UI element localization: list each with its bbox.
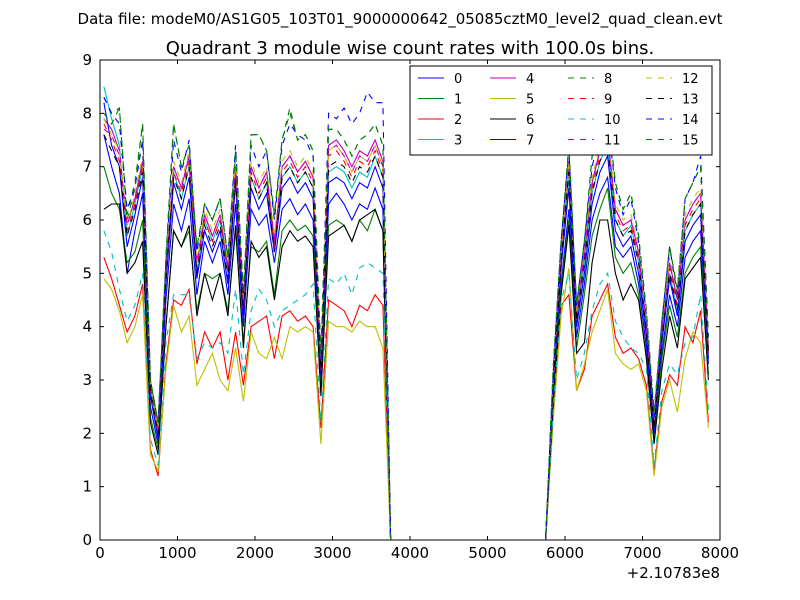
legend-label: 11 [604,134,621,149]
legend-label: 2 [454,113,462,128]
series-line-14 [103,90,709,541]
series-line-10 [103,230,709,541]
series-line-5 [103,267,709,541]
legend-label: 9 [604,93,612,108]
legend-label: 7 [526,134,534,149]
x-tick-label: 5000 [468,544,506,562]
legend-entry-3: 3 [418,134,462,149]
series-line-2 [103,257,709,541]
legend-frame [409,65,713,156]
legend-label: 15 [682,134,699,149]
legend-label: 0 [454,72,462,87]
series-line-15 [103,105,709,541]
y-tick-label: 1 [82,478,92,496]
legend-entry-5: 5 [490,93,534,108]
legend-label: 12 [682,72,699,87]
y-tick-label: 7 [82,158,92,176]
legend-label: 1 [454,93,462,108]
legend-label: 5 [526,93,534,108]
legend-label: 13 [682,93,699,108]
legend-entry-13: 13 [646,93,699,108]
series-line-12 [103,118,709,541]
legend-label: 10 [604,113,621,128]
legend-entry-12: 12 [646,72,699,87]
legend-entry-4: 4 [490,72,534,87]
y-tick-label: 8 [82,104,92,122]
y-tick-label: 5 [82,264,92,282]
y-tick-label: 9 [82,51,92,69]
series-line-9 [103,123,709,541]
legend-label: 6 [526,113,534,128]
figure-suptitle: Data file: modeM0/AS1G05_103T01_90000006… [78,10,723,29]
x-tick-label: 1000 [158,544,196,562]
legend-label: 3 [454,134,462,149]
series-line-7 [103,102,709,541]
legend-entry-15: 15 [646,134,699,149]
series-line-4 [103,118,709,541]
x-tick-label: 8000 [701,544,739,562]
chart-title: Quadrant 3 module wise count rates with … [166,38,655,59]
legend-entry-2: 2 [418,113,462,128]
x-tick-label: 4000 [391,544,429,562]
y-tick-label: 0 [82,531,92,549]
series-line-6 [103,203,709,541]
x-tick-label: 6000 [546,544,584,562]
legend-entry-0: 0 [418,72,462,87]
legend-entry-11: 11 [568,134,621,149]
series-layer [103,86,709,541]
series-line-11 [103,128,709,541]
series-line-13 [103,134,709,541]
y-tick-label: 3 [82,371,92,389]
legend-entry-7: 7 [490,134,534,149]
x-tick-label: 3000 [313,544,351,562]
x-offset-label: +2.10783e8 [627,564,720,582]
legend-label: 14 [682,113,699,128]
y-tick-label: 6 [82,211,92,229]
y-tick-label: 4 [82,318,92,336]
legend-entry-6: 6 [490,113,534,128]
legend-entry-8: 8 [568,72,612,87]
series-line-0 [103,134,709,541]
x-tick-label: 2000 [236,544,274,562]
legend-entry-9: 9 [568,93,612,108]
y-tick-label: 2 [82,424,92,442]
legend-label: 4 [526,72,534,87]
legend-entry-14: 14 [646,113,699,128]
ticks-layer: 0 1000 2000 3000 4000 5000 6000 7000 80000123456… [82,51,739,562]
legend-entry-1: 1 [418,93,462,108]
x-tick-label: 7000 [623,544,661,562]
legend-label: 8 [604,72,612,87]
legend-entry-10: 10 [568,113,621,128]
x-tick-label: 0 [95,544,105,562]
series-line-8 [103,97,709,541]
